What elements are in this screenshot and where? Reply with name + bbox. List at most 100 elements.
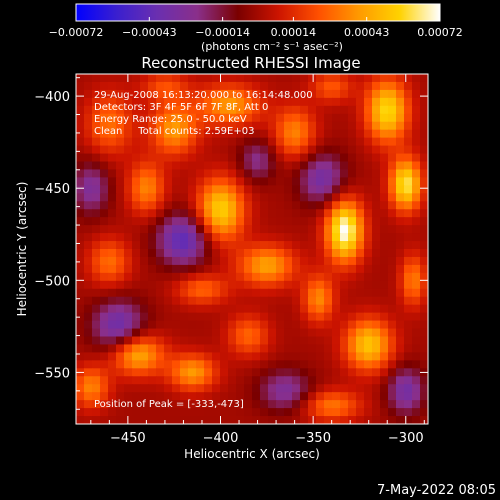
heatmap-cell bbox=[268, 416, 277, 424]
heatmap-cell bbox=[180, 145, 189, 155]
colorbar-tick-label: −0.00043 bbox=[122, 26, 177, 39]
heatmap-cell bbox=[372, 304, 381, 314]
heatmap-cell bbox=[148, 376, 157, 385]
heatmap-cell bbox=[212, 137, 221, 147]
heatmap-cell bbox=[364, 105, 373, 115]
heatmap-cell bbox=[380, 241, 389, 250]
heatmap-cell bbox=[340, 328, 349, 338]
heatmap-cell bbox=[276, 352, 285, 361]
heatmap-cell bbox=[380, 81, 389, 91]
heatmap-cell bbox=[252, 280, 261, 290]
heatmap-cell bbox=[380, 376, 389, 385]
heatmap-cell bbox=[404, 201, 413, 210]
heatmap-cell bbox=[172, 249, 181, 258]
heatmap-cell bbox=[132, 241, 141, 250]
heatmap-cell bbox=[92, 145, 101, 155]
heatmap-cell bbox=[156, 352, 165, 361]
heatmap-cell bbox=[92, 368, 101, 377]
heatmap-cell bbox=[156, 249, 165, 258]
heatmap-cell bbox=[204, 416, 213, 424]
heatmap-cell bbox=[196, 312, 205, 322]
heatmap-cell bbox=[348, 201, 357, 210]
heatmap-cell bbox=[292, 392, 301, 401]
heatmap-cell bbox=[116, 201, 125, 210]
heatmap-cell bbox=[268, 296, 277, 306]
heatmap-cell bbox=[180, 225, 189, 234]
heatmap-cell bbox=[396, 225, 405, 234]
heatmap-cell bbox=[356, 256, 365, 266]
heatmap-cell bbox=[148, 241, 157, 250]
heatmap-cell bbox=[252, 344, 261, 353]
heatmap-cell bbox=[180, 249, 189, 258]
heatmap-cell bbox=[388, 352, 397, 361]
heatmap-cell bbox=[380, 249, 389, 258]
heatmap-cell bbox=[108, 400, 117, 409]
heatmap-cell bbox=[244, 416, 253, 424]
heatmap-cell bbox=[212, 384, 221, 393]
heatmap-cell bbox=[228, 384, 237, 393]
x-tick-label: −450 bbox=[110, 431, 146, 446]
heatmap-cell bbox=[292, 256, 301, 266]
heatmap-cell bbox=[268, 177, 277, 186]
heatmap-cell bbox=[172, 129, 181, 139]
heatmap-cell bbox=[396, 233, 405, 242]
heatmap-cell bbox=[412, 392, 421, 401]
heatmap-cell bbox=[172, 161, 181, 171]
heatmap-cell bbox=[84, 368, 93, 377]
heatmap-cell bbox=[164, 408, 173, 417]
heatmap-cell bbox=[204, 97, 213, 107]
heatmap-cell bbox=[372, 408, 381, 417]
heatmap-cell bbox=[364, 408, 373, 417]
heatmap-cell bbox=[324, 225, 333, 234]
heatmap-cell bbox=[100, 105, 109, 115]
heatmap-cell bbox=[228, 137, 237, 147]
heatmap-cell bbox=[244, 376, 253, 385]
heatmap-cell bbox=[100, 352, 109, 361]
heatmap-cell bbox=[308, 241, 317, 250]
heatmap-cell bbox=[188, 408, 197, 417]
heatmap-cell bbox=[308, 264, 317, 274]
heatmap-cell bbox=[276, 320, 285, 330]
heatmap-cell bbox=[420, 177, 428, 186]
heatmap-cell bbox=[220, 376, 229, 385]
heatmap-cell bbox=[316, 400, 325, 409]
heatmap-cell bbox=[220, 264, 229, 274]
heatmap-cell bbox=[260, 256, 269, 266]
heatmap-cell bbox=[164, 137, 173, 147]
heatmap-cell bbox=[132, 312, 141, 322]
heatmap-cell bbox=[324, 217, 333, 226]
heatmap-cell bbox=[124, 113, 133, 123]
heatmap-cell bbox=[164, 209, 173, 218]
heatmap-cell bbox=[388, 209, 397, 218]
heatmap-cell bbox=[188, 288, 197, 298]
heatmap-cell bbox=[340, 320, 349, 330]
heatmap-cell bbox=[380, 217, 389, 226]
heatmap-cell bbox=[364, 81, 373, 91]
heatmap-cell bbox=[84, 185, 93, 194]
heatmap-cell bbox=[148, 217, 157, 226]
heatmap-cell bbox=[404, 360, 413, 369]
heatmap-cell bbox=[124, 312, 133, 322]
heatmap-cell bbox=[404, 153, 413, 163]
heatmap-cell bbox=[244, 312, 253, 322]
heatmap-cell bbox=[348, 161, 357, 171]
heatmap-cell bbox=[244, 137, 253, 147]
heatmap-cell bbox=[204, 121, 213, 131]
heatmap-cell bbox=[212, 201, 221, 210]
heatmap-cell bbox=[244, 129, 253, 139]
heatmap-cell bbox=[348, 217, 357, 226]
heatmap-cell bbox=[244, 145, 253, 155]
heatmap-cell bbox=[84, 161, 93, 171]
heatmap-cell bbox=[148, 336, 157, 346]
heatmap-cell bbox=[372, 209, 381, 218]
heatmap-cell bbox=[164, 368, 173, 377]
heatmap-cell bbox=[172, 344, 181, 353]
heatmap-cell bbox=[380, 392, 389, 401]
heatmap-cell bbox=[372, 225, 381, 234]
heatmap-cell bbox=[276, 185, 285, 194]
heatmap-cell bbox=[420, 145, 428, 155]
heatmap-cell bbox=[172, 145, 181, 155]
heatmap-cell bbox=[92, 233, 101, 242]
heatmap-cell bbox=[316, 217, 325, 226]
heatmap-cell bbox=[324, 137, 333, 147]
